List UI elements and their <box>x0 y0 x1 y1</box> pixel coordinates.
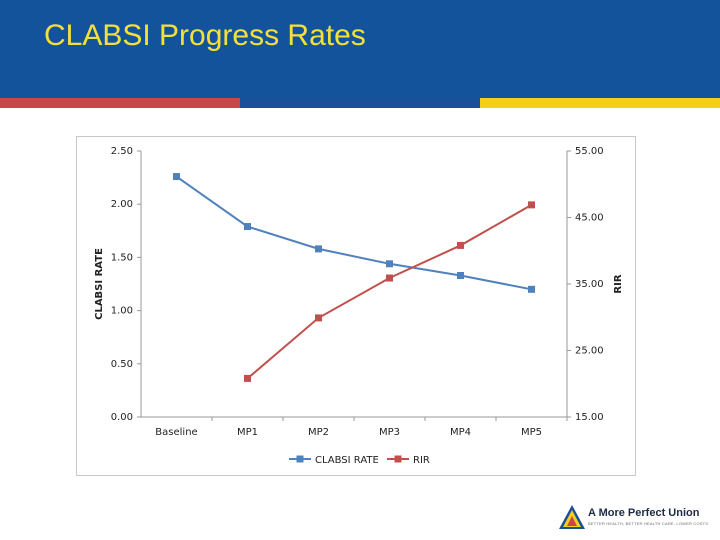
y-tick-label-right: 45.00 <box>575 213 604 224</box>
x-tick-label: MP2 <box>308 427 329 438</box>
series-line-rir <box>246 203 532 380</box>
series-line-clabsi-rate <box>175 175 532 291</box>
data-point-clabsi-rate <box>315 245 322 253</box>
data-point-clabsi-rate <box>244 223 251 231</box>
organization-logo: A More Perfect Union BETTER HEALTH, BETT… <box>558 504 718 532</box>
data-point-clabsi-rate <box>386 260 393 268</box>
y-tick-label-left: 1.00 <box>111 306 133 317</box>
logo-emblem-icon <box>559 505 585 529</box>
data-point-rir <box>244 374 251 382</box>
legend-marker-rir <box>394 455 402 463</box>
logo-tagline: BETTER HEALTH, BETTER HEALTH CARE, LOWER… <box>588 521 709 526</box>
y-axis-title-left: CLABSI RATE <box>94 248 105 320</box>
y-tick-label-right: 25.00 <box>575 346 604 357</box>
y-tick-label-left: 0.00 <box>111 412 133 423</box>
x-tick-label: MP1 <box>237 427 258 438</box>
data-point-clabsi-rate <box>173 173 180 181</box>
accent-stripe-red <box>0 98 240 108</box>
y-tick-label-left: 0.50 <box>111 359 133 370</box>
data-point-clabsi-rate <box>528 285 535 293</box>
line-chart: 0.00 0.50 1.00 1.50 2.00 2.50 15.00 25.00 35.00 4… <box>94 146 624 466</box>
x-tick-label: MP5 <box>521 427 542 438</box>
accent-stripe-yellow <box>480 98 720 108</box>
logo-name: A More Perfect Union <box>588 507 700 519</box>
x-tick-label: Baseline <box>155 427 197 438</box>
x-tick-label: MP4 <box>450 427 471 438</box>
slide-title: CLABSI Progress Rates <box>44 19 366 52</box>
data-point-clabsi-rate <box>457 271 464 279</box>
slide-header: CLABSI Progress Rates <box>0 0 720 98</box>
data-point-rir <box>457 241 464 249</box>
legend-marker-clabsi-rate <box>296 455 304 463</box>
y-tick-label-left: 1.50 <box>111 252 133 263</box>
data-point-rir <box>386 274 393 282</box>
data-point-rir <box>528 201 535 209</box>
y-tick-label-left: 2.00 <box>111 199 133 210</box>
y-tick-label-right: 55.00 <box>575 146 604 157</box>
legend-label-clabsi-rate: CLABSI RATE <box>315 455 379 466</box>
legend-label-rir: RIR <box>413 455 430 466</box>
y-tick-label-right: 15.00 <box>575 412 604 423</box>
accent-stripe-blue <box>240 98 480 108</box>
x-tick-label: MP3 <box>379 427 400 438</box>
chart-frame: 0.00 0.50 1.00 1.50 2.00 2.50 15.00 25.00 35.00 4… <box>76 136 636 476</box>
y-tick-label-left: 2.50 <box>111 146 133 157</box>
y-axis-title-right: RIR <box>613 274 624 293</box>
y-tick-label-right: 35.00 <box>575 279 604 290</box>
data-point-rir <box>315 314 322 322</box>
